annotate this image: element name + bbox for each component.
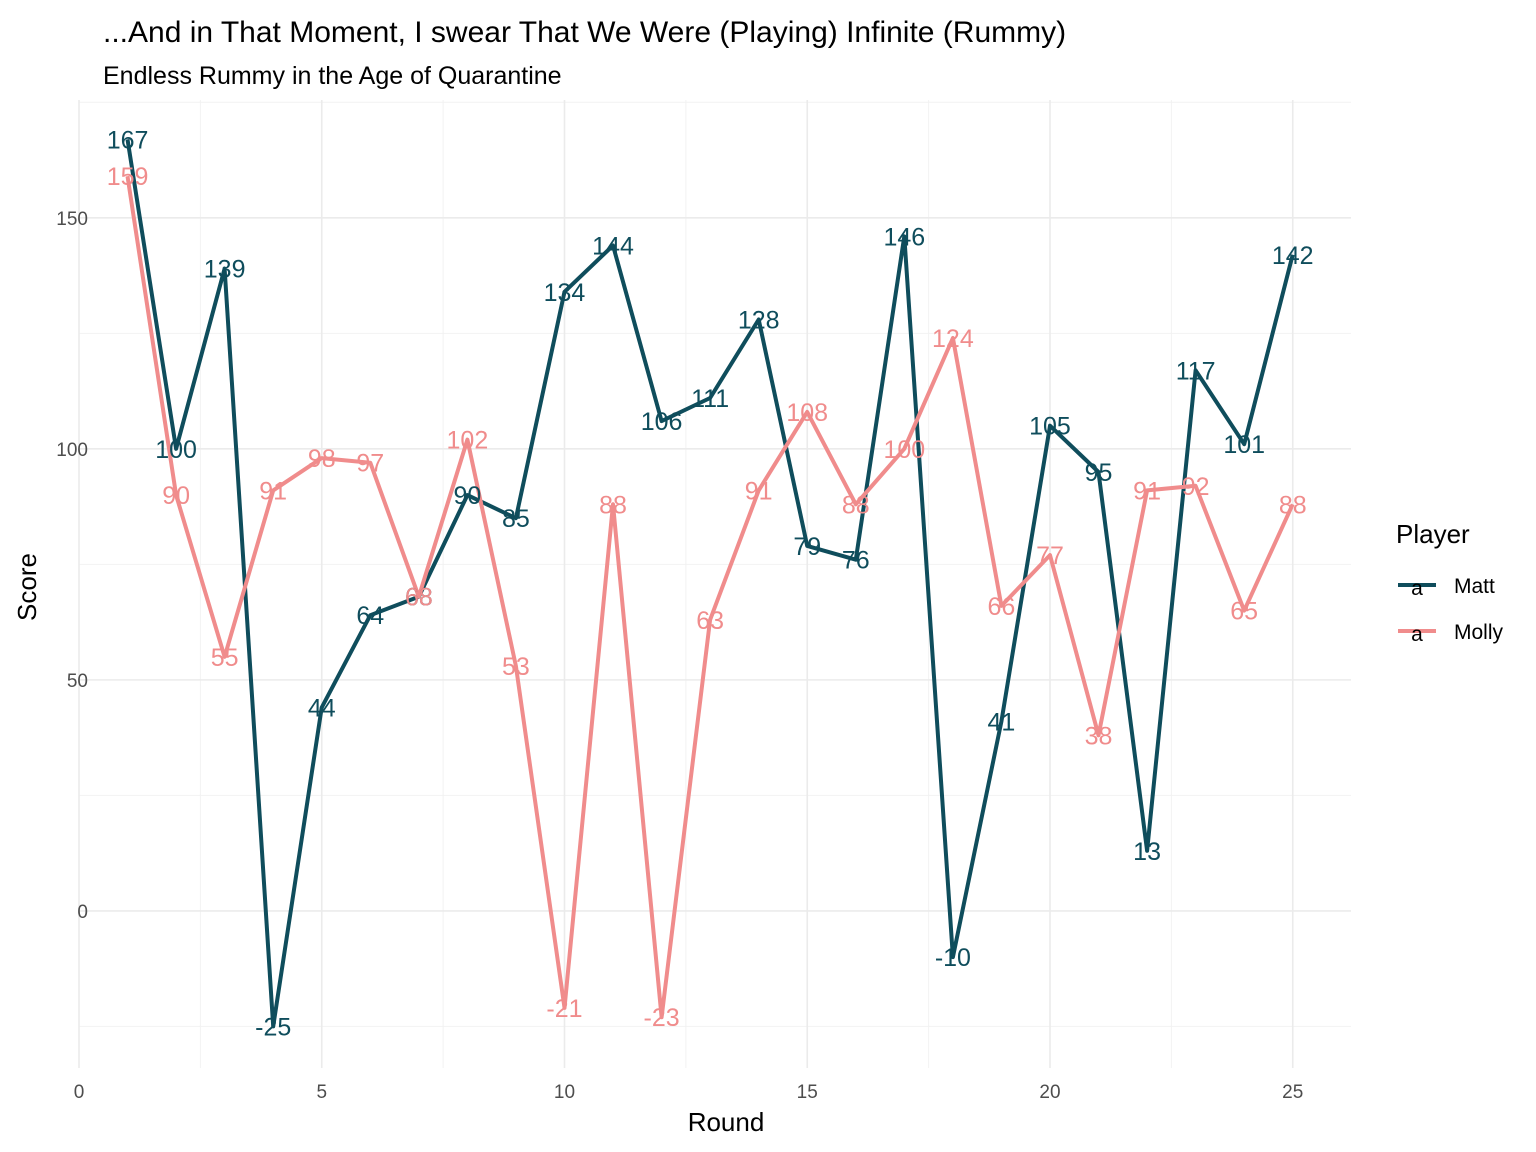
data-label-molly: 100 xyxy=(883,436,925,464)
x-axis-ticks: 0 5 10 15 20 25 xyxy=(74,1082,1304,1103)
legend-label-molly: Molly xyxy=(1454,621,1504,644)
x-tick-label: 0 xyxy=(74,1082,85,1103)
legend-label-matt: Matt xyxy=(1454,575,1495,598)
data-label-molly: 159 xyxy=(107,163,149,191)
legend-key-glyph-molly: a xyxy=(1411,623,1423,646)
data-label-molly: -21 xyxy=(546,995,582,1023)
data-label-matt: 95 xyxy=(1085,459,1113,487)
data-label-matt: 101 xyxy=(1223,431,1265,459)
data-label-molly: 102 xyxy=(447,427,489,455)
data-label-molly: 91 xyxy=(259,477,287,505)
data-label-molly: 124 xyxy=(932,325,974,353)
legend-title: Player xyxy=(1396,519,1470,549)
series-lines xyxy=(125,138,1295,1029)
data-label-matt: 90 xyxy=(453,482,481,510)
data-label-molly: 68 xyxy=(405,584,433,612)
data-label-molly: 88 xyxy=(1279,491,1307,519)
series-line-matt xyxy=(125,138,1295,1029)
data-label-matt: 117 xyxy=(1176,357,1216,385)
y-tick-label: 50 xyxy=(67,671,88,692)
data-label-matt: 13 xyxy=(1133,838,1161,866)
y-axis-ticks: 0 50 100 150 xyxy=(56,209,88,923)
y-tick-label: 150 xyxy=(56,209,88,230)
y-axis-label: Score xyxy=(12,553,42,621)
data-label-molly: 88 xyxy=(599,491,627,519)
data-label-matt: 167 xyxy=(107,126,149,154)
data-label-matt: 64 xyxy=(356,602,384,630)
data-label-matt: 76 xyxy=(842,547,870,575)
data-label-matt: 41 xyxy=(988,708,1016,736)
data-label-matt: 68 xyxy=(405,584,433,612)
data-label-matt: 111 xyxy=(691,385,729,413)
data-label-matt: 44 xyxy=(308,695,336,723)
data-label-matt: -25 xyxy=(255,1013,291,1041)
data-label-molly: 98 xyxy=(308,445,336,473)
legend-key-glyph-matt: a xyxy=(1411,577,1423,600)
x-tick-label: 20 xyxy=(1039,1082,1060,1103)
grid-minor xyxy=(79,100,1351,1068)
data-label-matt: 146 xyxy=(883,223,925,251)
data-label-matt: -10 xyxy=(935,944,971,972)
chart-title: ...And in That Moment, I swear That We W… xyxy=(103,16,1066,49)
data-label-matt: 85 xyxy=(502,505,530,533)
data-label-molly: 38 xyxy=(1085,722,1113,750)
data-label-matt: 100 xyxy=(155,436,197,464)
x-tick-label: 15 xyxy=(797,1082,818,1103)
x-axis-label: Round xyxy=(688,1107,765,1137)
y-tick-label: 0 xyxy=(77,902,88,923)
data-label-molly: 97 xyxy=(356,450,384,478)
legend: Player a Matt a Molly xyxy=(1396,519,1504,646)
data-label-molly: -23 xyxy=(644,1004,680,1032)
data-label-matt: 105 xyxy=(1029,413,1071,441)
data-label-molly: 90 xyxy=(162,482,190,510)
data-label-molly: 66 xyxy=(988,593,1016,621)
data-label-molly: 63 xyxy=(696,607,724,635)
x-tick-label: 25 xyxy=(1282,1082,1303,1103)
grid-major xyxy=(78,100,1351,1068)
data-label-matt: 139 xyxy=(204,256,246,284)
data-label-matt: 134 xyxy=(544,279,586,307)
data-label-matt: 128 xyxy=(738,306,780,334)
series-line-molly xyxy=(125,175,1295,1020)
data-label-matt: 106 xyxy=(641,408,683,436)
data-label-molly: 55 xyxy=(211,644,239,672)
data-label-molly: 65 xyxy=(1230,598,1258,626)
data-label-matt: 144 xyxy=(592,233,634,261)
data-label-matt: 142 xyxy=(1272,242,1314,270)
data-label-molly: 77 xyxy=(1036,542,1064,570)
y-tick-label: 100 xyxy=(56,440,88,461)
data-label-molly: 108 xyxy=(786,399,828,427)
data-label-molly: 92 xyxy=(1182,473,1210,501)
data-label-matt: 79 xyxy=(793,533,821,561)
chart-subtitle: Endless Rummy in the Age of Quarantine xyxy=(103,62,562,90)
data-label-molly: 88 xyxy=(842,491,870,519)
data-label-molly: 91 xyxy=(1133,477,1161,505)
data-label-molly: 91 xyxy=(745,477,773,505)
data-label-molly: 53 xyxy=(502,653,530,681)
x-tick-label: 5 xyxy=(316,1082,327,1103)
x-tick-label: 10 xyxy=(554,1082,575,1103)
